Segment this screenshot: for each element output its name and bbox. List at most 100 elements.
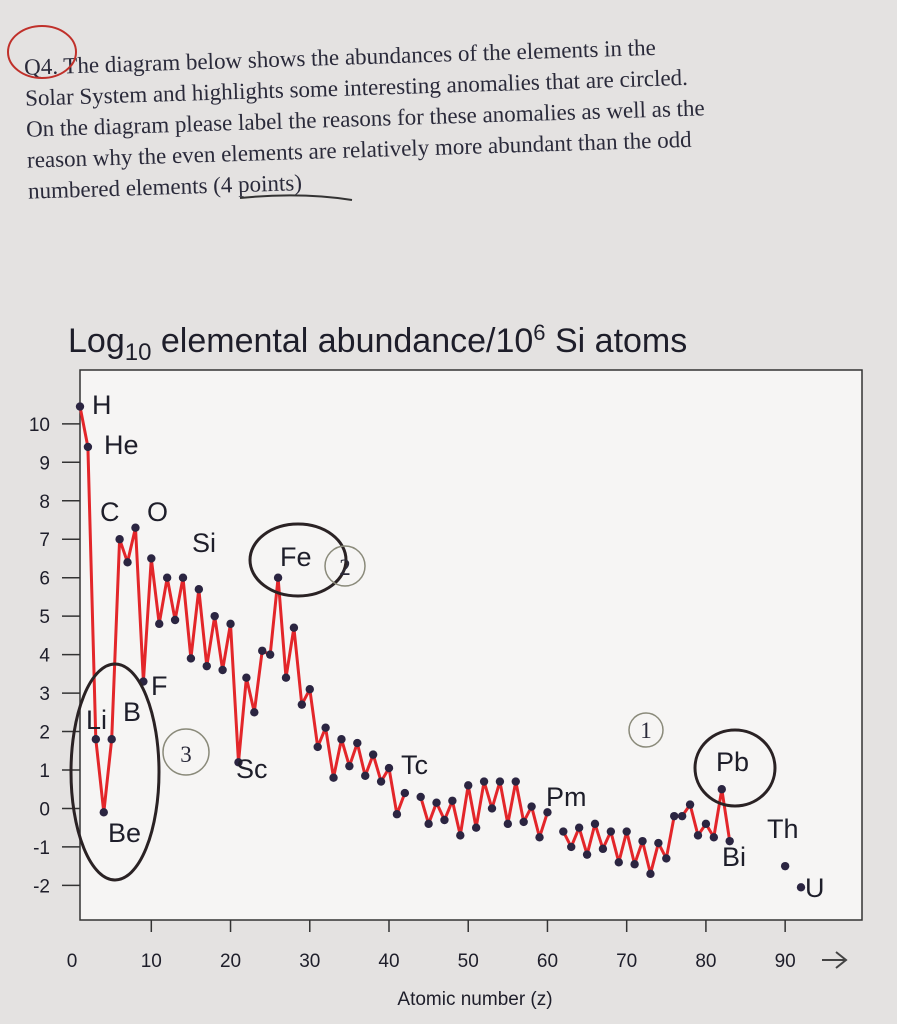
y-tick-label: 5: [39, 607, 50, 628]
abundance-point: [329, 773, 338, 782]
y-tick-label: 1: [39, 761, 50, 782]
plot-area: [79, 369, 863, 921]
hand-circle: [628, 712, 664, 748]
chart-title: Log10 elemental abundance/106 Si atoms: [68, 320, 687, 366]
question-line: numbered elements (4 points): [28, 170, 303, 204]
title-part: elemental abundance/10: [151, 322, 533, 360]
abundance-point: [685, 800, 695, 809]
hand-label: 3: [180, 742, 192, 767]
abundance-point: [258, 646, 267, 655]
abundance-point: [670, 811, 679, 821]
abundance-point: [210, 611, 219, 621]
abundance-point: [170, 615, 180, 625]
abundance-point: [590, 819, 600, 829]
y-tick-label: 6: [39, 569, 50, 590]
abundance-point: [495, 777, 505, 786]
abundance-point: [178, 573, 188, 582]
abundance-point: [297, 700, 307, 709]
element-label: Bi: [722, 842, 746, 872]
y-tick-label: 3: [39, 684, 50, 705]
x-tick-label: 30: [299, 951, 320, 972]
abundance-point: [471, 823, 481, 832]
anomaly-circle: [693, 728, 777, 808]
abundance-point: [265, 650, 275, 659]
hand-circle: [162, 728, 210, 776]
title-part: 6: [533, 320, 545, 345]
x-axis-label: Atomic number (z): [397, 989, 552, 1010]
element-label: He: [104, 430, 139, 460]
abundance-point: [234, 758, 243, 767]
x-tick-label: 80: [695, 951, 716, 972]
abundance-point: [598, 844, 608, 854]
x-tick-label: 60: [537, 951, 558, 972]
y-tick-label: 10: [29, 415, 50, 436]
y-tick-label: 4: [39, 646, 50, 667]
abundance-point: [337, 735, 346, 744]
hand-circle: [7, 25, 77, 79]
abundance-point: [218, 665, 227, 675]
abundance-point: [91, 735, 101, 744]
abundance-point: [701, 819, 711, 829]
abundance-point: [614, 858, 623, 867]
abundance-point: [464, 781, 473, 790]
element-label: Li: [86, 705, 107, 735]
element-label: U: [805, 873, 825, 903]
abundance-point: [226, 619, 235, 629]
hand-underline: [239, 194, 353, 201]
abundance-point: [456, 831, 465, 840]
x-tick-label: 50: [458, 951, 479, 972]
x-tick-label: 40: [378, 951, 399, 972]
y-tick-label: -1: [33, 838, 50, 859]
abundance-point: [503, 819, 513, 829]
abundance-point: [345, 761, 354, 771]
y-tick-label: 7: [39, 530, 50, 551]
element-label: Sc: [236, 754, 268, 784]
abundance-point: [384, 763, 394, 773]
abundance-point: [376, 777, 386, 786]
abundance-point: [693, 831, 703, 840]
abundance-point: [780, 861, 790, 871]
element-label: Tc: [401, 750, 428, 780]
y-tick-label: 2: [39, 723, 50, 744]
abundance-point: [527, 802, 536, 811]
abundance-point: [654, 838, 663, 848]
abundance-point: [289, 623, 299, 632]
element-label: Be: [108, 818, 141, 848]
abundance-point: [131, 523, 140, 532]
title-part: 10: [125, 339, 152, 366]
abundance-point: [717, 785, 726, 794]
abundance-point: [313, 742, 322, 752]
abundance-point: [155, 619, 164, 629]
abundance-point: [115, 535, 124, 544]
x-tick-label: 90: [775, 951, 796, 972]
abundance-point: [83, 442, 93, 452]
abundance-point: [202, 661, 211, 671]
title-part: Log: [68, 322, 125, 360]
abundance-point: [709, 833, 719, 842]
abundance-point: [75, 402, 85, 411]
y-tick-label: 9: [39, 453, 50, 474]
abundance-point: [353, 738, 362, 748]
element-label: B: [123, 697, 141, 727]
element-label: Pm: [546, 782, 587, 812]
abundance-point: [107, 735, 116, 744]
abundance-point: [535, 833, 544, 842]
abundance-point: [677, 811, 687, 821]
element-label: O: [147, 497, 168, 527]
x-tick-label: 70: [616, 951, 637, 972]
abundance-point: [194, 585, 204, 594]
abundance-point: [638, 836, 647, 846]
abundance-point: [646, 869, 655, 879]
abundance-point: [186, 654, 196, 663]
abundance-point: [567, 842, 576, 852]
abundance-point: [479, 777, 489, 786]
abundance-point: [519, 817, 528, 827]
abundance-point: [432, 798, 441, 807]
abundance-point: [368, 750, 378, 759]
hand-circle: [324, 545, 366, 587]
abundance-point: [796, 883, 806, 892]
abundance-point: [662, 854, 671, 863]
abundance-point: [416, 792, 425, 802]
abundance-point: [321, 723, 330, 732]
abundance-point: [99, 808, 108, 817]
